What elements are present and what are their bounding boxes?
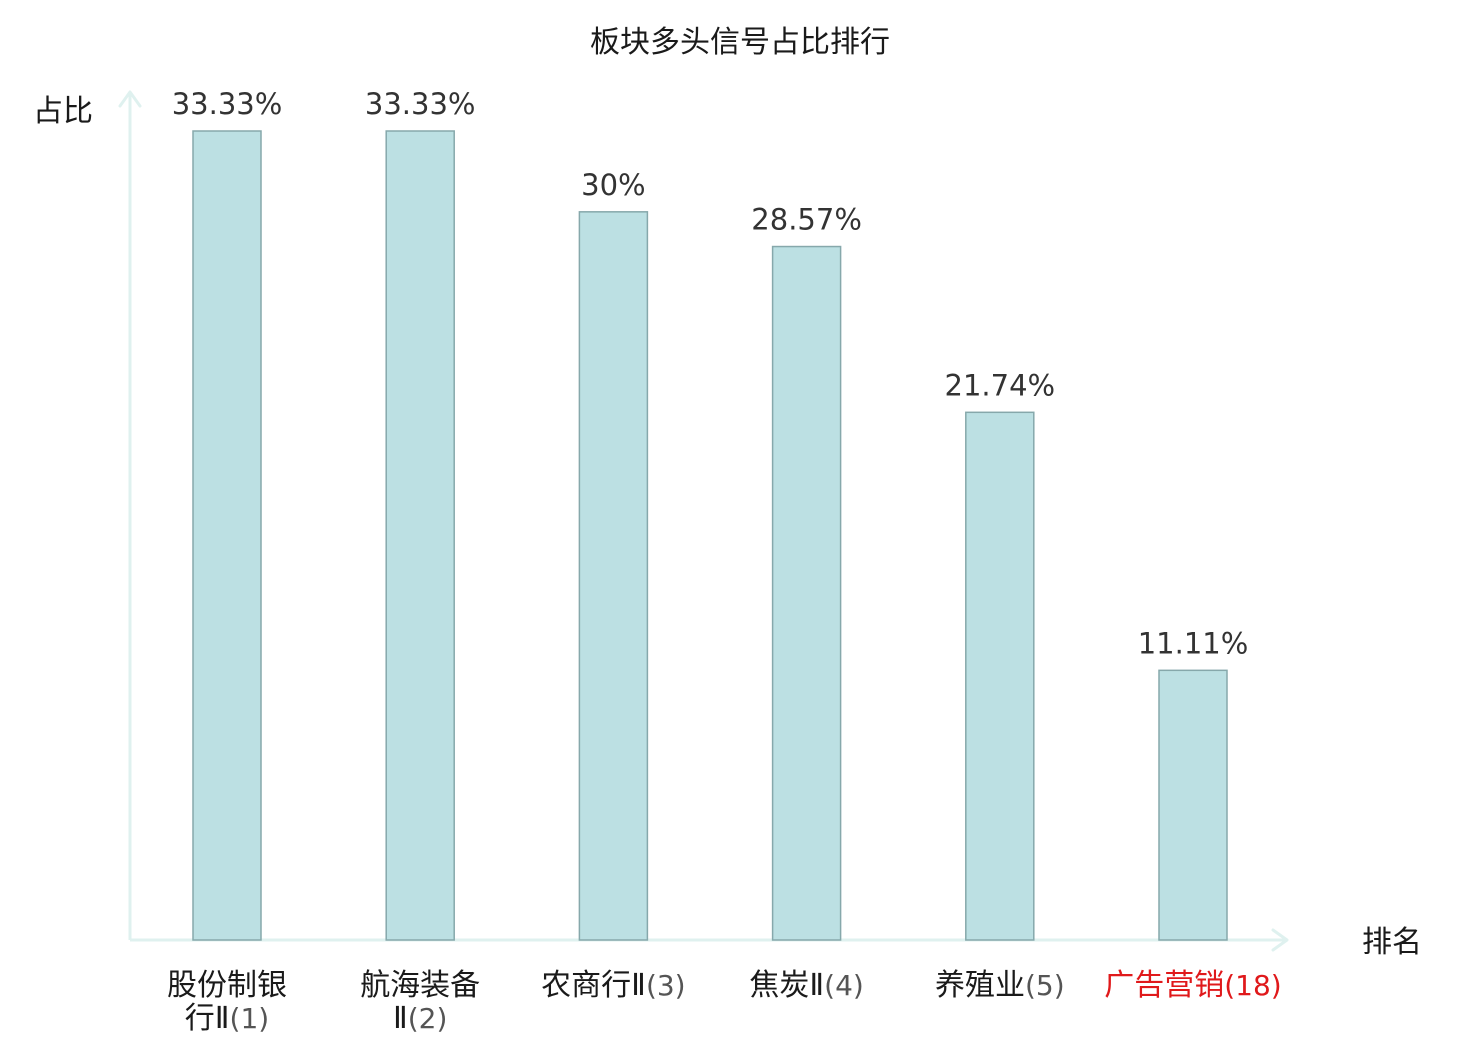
x-tick-rank-6: (18) bbox=[1224, 969, 1281, 1002]
x-tick-label-6: 广告营销(18) bbox=[1104, 968, 1281, 1003]
chart-title: 板块多头信号占比排行 bbox=[590, 25, 890, 60]
bar-2 bbox=[385, 130, 455, 941]
bar-4 bbox=[771, 245, 842, 941]
x-axis-label: 排名 bbox=[1362, 925, 1422, 960]
x-tick-label-4-line-1: 焦炭Ⅱ bbox=[749, 968, 824, 1003]
x-tick-label-4: 焦炭Ⅱ(4) bbox=[749, 968, 863, 1003]
x-tick-label-3-line-1: 农商行Ⅱ bbox=[541, 968, 646, 1003]
bar-3 bbox=[578, 211, 649, 941]
bar-5 bbox=[965, 411, 1035, 941]
y-axis-label: 占比 bbox=[33, 94, 93, 129]
x-tick-label-6-line-1: 广告营销 bbox=[1104, 968, 1224, 1003]
data-label-2: 33.33% bbox=[365, 87, 476, 121]
x-tick-label-1: 股份制银行Ⅱ(1) bbox=[167, 968, 287, 1036]
x-tick-rank-4: (4) bbox=[824, 969, 864, 1002]
bar-1 bbox=[192, 130, 262, 941]
x-tick-label-1-line-1: 股份制银 bbox=[167, 968, 287, 1003]
x-tick-label-2-line-1: 航海装备 bbox=[360, 968, 480, 1003]
data-label-6: 11.11% bbox=[1138, 626, 1249, 660]
axes bbox=[118, 90, 1289, 952]
category-labels-group: 股份制银行Ⅱ(1) 航海装备 Ⅱ(2) 农商行Ⅱ(3) 焦炭Ⅱ(4) 养殖业(5) 广告营销… bbox=[167, 968, 1282, 1036]
x-tick-label-2-line-2: Ⅱ bbox=[393, 1001, 408, 1036]
value-labels-group: 33.33% 33.33% 30% 28.57% 21.74% 11.11% bbox=[172, 87, 1249, 660]
data-label-1: 33.33% bbox=[172, 87, 283, 121]
y-axis-arrow-icon bbox=[118, 90, 142, 108]
data-label-3: 30% bbox=[581, 168, 645, 202]
x-tick-label-1-line-2: 行Ⅱ bbox=[185, 1001, 230, 1036]
x-tick-rank-2: (2) bbox=[408, 1002, 448, 1035]
x-tick-label-2: 航海装备 Ⅱ(2) bbox=[360, 968, 480, 1036]
x-axis-arrow-icon bbox=[1271, 928, 1289, 952]
x-tick-label-5-line-1: 养殖业 bbox=[935, 968, 1025, 1003]
data-label-5: 21.74% bbox=[945, 368, 1056, 402]
bar-6 bbox=[1158, 669, 1228, 941]
x-tick-rank-1: (1) bbox=[230, 1002, 270, 1035]
data-label-4: 28.57% bbox=[751, 203, 862, 237]
x-tick-rank-3: (3) bbox=[646, 969, 686, 1002]
x-tick-label-5: 养殖业(5) bbox=[935, 968, 1065, 1003]
bars-group bbox=[192, 130, 1228, 941]
x-tick-rank-5: (5) bbox=[1025, 969, 1065, 1002]
x-tick-label-3: 农商行Ⅱ(3) bbox=[541, 968, 685, 1003]
